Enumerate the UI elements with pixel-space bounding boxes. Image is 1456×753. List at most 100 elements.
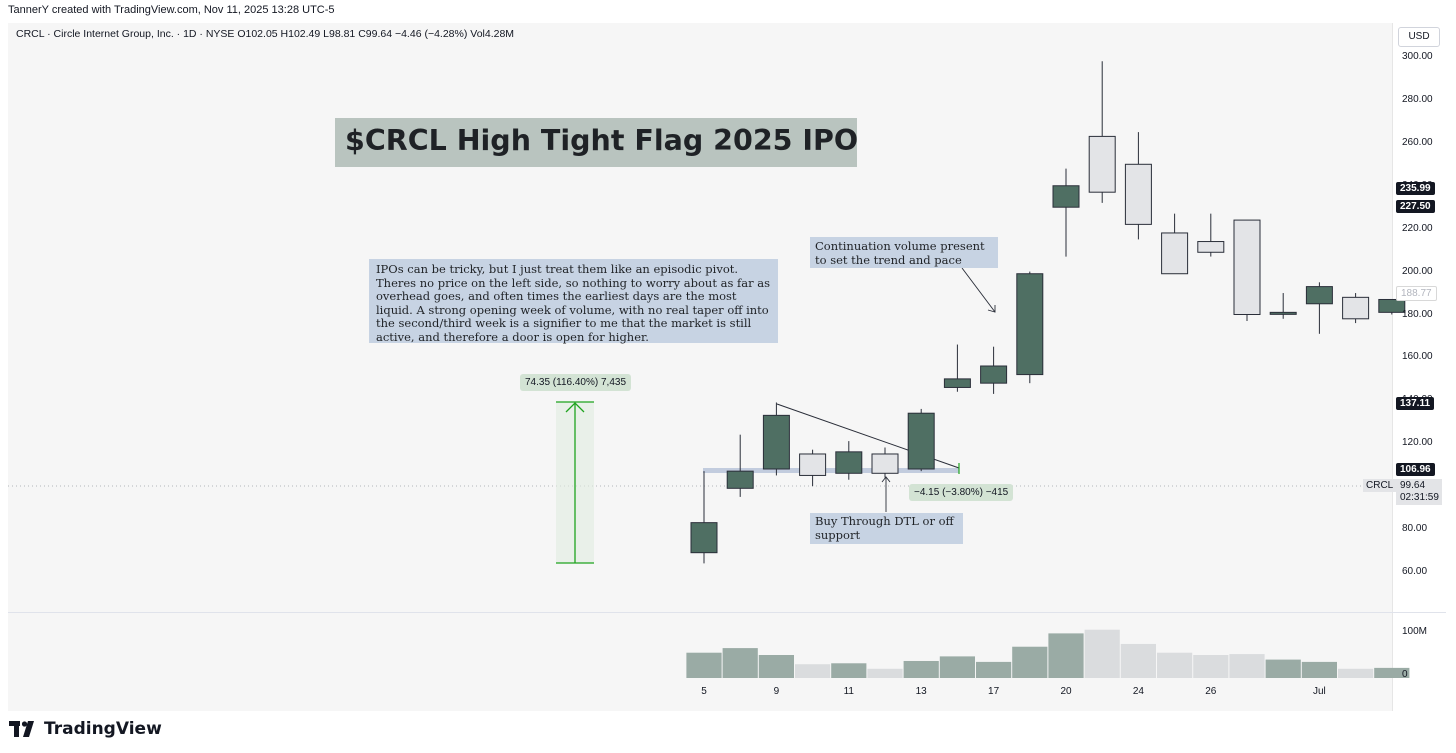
candle[interactable]	[1233, 219, 1261, 321]
candle[interactable]	[871, 447, 899, 478]
candle[interactable]	[762, 402, 790, 476]
volume-bar[interactable]	[795, 664, 831, 678]
candle-body-down	[1197, 241, 1225, 253]
candle[interactable]	[1124, 132, 1152, 240]
candle[interactable]	[799, 449, 827, 487]
candle-body-up	[943, 378, 971, 388]
volume-bar[interactable]	[939, 656, 975, 678]
date-tick-label: 13	[915, 686, 927, 697]
continuation-arrow-head	[987, 305, 996, 313]
tradingview-logo: TradingView	[9, 718, 162, 740]
continuation-arrow[interactable]	[961, 267, 996, 313]
volume-bar[interactable]	[1265, 659, 1301, 678]
volume-bar[interactable]	[1120, 643, 1156, 678]
candle-body-up	[980, 365, 1008, 384]
currency-selector[interactable]: USD	[1398, 27, 1440, 47]
volume-pane-divider[interactable]	[8, 612, 1446, 613]
volume-axis-bottom: 0	[1402, 669, 1408, 680]
date-tick-label: 5	[701, 686, 707, 697]
ipo-note-box[interactable]	[369, 259, 778, 343]
price-tick-label: 160.00	[1402, 351, 1433, 363]
volume-bar[interactable]	[722, 648, 758, 678]
candle[interactable]	[1016, 271, 1044, 384]
price-tick-label: 200.00	[1402, 265, 1433, 277]
date-tick-label: Jul	[1312, 686, 1326, 697]
volume-bar[interactable]	[976, 661, 1012, 678]
price-tick-label: 60.00	[1402, 566, 1428, 577]
price-tick-label: 300.00	[1402, 51, 1433, 62]
candle-body-up	[726, 470, 754, 489]
volume-bar[interactable]	[1048, 633, 1084, 678]
candle-body-up	[762, 414, 790, 470]
volume-bar[interactable]	[686, 652, 722, 678]
candle[interactable]	[980, 346, 1008, 394]
candle[interactable]	[1052, 168, 1080, 257]
candle[interactable]	[1088, 61, 1116, 203]
candle-body-down	[1088, 135, 1116, 193]
candle[interactable]	[1161, 213, 1189, 275]
date-tick-label: 9	[773, 686, 780, 697]
volume-bar[interactable]	[1338, 668, 1374, 678]
date-tick-label: 24	[1132, 686, 1144, 697]
price-tick-label: 180.00	[1402, 308, 1433, 320]
tradingview-logo-icon	[9, 721, 34, 737]
candle-body-down	[1124, 163, 1152, 225]
candle-body-up	[690, 522, 718, 554]
volume-bar[interactable]	[1193, 655, 1229, 678]
volume-bar[interactable]	[1157, 652, 1193, 678]
price-badge-3: 188.77	[1396, 286, 1437, 301]
candle-body-down	[1161, 232, 1189, 275]
price-tick-label: 80.00	[1402, 523, 1428, 535]
price-badge-2: 227.50	[1396, 200, 1435, 213]
volume-bar[interactable]	[1084, 629, 1120, 678]
measure-down-label[interactable]: −4.15 (−3.80%) −415	[909, 484, 1014, 501]
candle[interactable]	[1305, 282, 1333, 334]
support-zone[interactable]	[703, 468, 959, 473]
price-badge-1: 235.99	[1396, 182, 1435, 195]
symbol-legend[interactable]: CRCL · Circle Internet Group, Inc. · 1D …	[16, 28, 515, 40]
price-tick-label: 260.00	[1402, 136, 1433, 148]
price-tick-label: 220.00	[1402, 222, 1433, 234]
candle-body-up	[1305, 286, 1333, 305]
candle[interactable]	[835, 441, 863, 480]
current-price-tag: 99.64 02:31:59	[1396, 479, 1442, 505]
candle-body-up	[1378, 298, 1406, 313]
volume-bar[interactable]	[903, 660, 939, 678]
measure-up-label[interactable]: 74.35 (116.40%) 7,435	[520, 374, 632, 391]
buy-arrow-head	[881, 476, 891, 483]
candle[interactable]	[907, 408, 935, 472]
buy-note-text: Buy Through DTL or off support	[815, 514, 954, 542]
candle[interactable]	[690, 471, 718, 564]
volume-bar[interactable]	[831, 663, 867, 678]
candle-body-up	[1016, 273, 1044, 376]
price-scale[interactable]	[1392, 23, 1447, 711]
buy-note-box[interactable]	[810, 513, 963, 544]
candle[interactable]	[1197, 213, 1225, 257]
candle[interactable]	[726, 434, 754, 497]
candle[interactable]	[943, 344, 971, 392]
date-tick-label: 17	[988, 686, 1000, 697]
date-tick-label: 20	[1060, 686, 1072, 697]
volume-bar[interactable]	[1301, 661, 1337, 678]
continuation-note-text: Continuation volume present to set the t…	[815, 239, 985, 267]
current-symbol-tag: CRCL	[1363, 479, 1397, 492]
ipo-note-text: IPOs can be tricky, but I just treat the…	[376, 262, 771, 344]
price-badge-4: 137.11	[1396, 397, 1435, 410]
candle[interactable]	[1378, 298, 1406, 315]
continuation-note-box[interactable]	[810, 237, 998, 268]
volume-bar[interactable]	[867, 668, 903, 678]
candle-body-up	[907, 412, 935, 470]
volume-bar[interactable]	[1229, 654, 1265, 678]
candle[interactable]	[1342, 293, 1370, 324]
volume-bar[interactable]	[1374, 667, 1410, 678]
volume-bar[interactable]	[758, 655, 794, 678]
candle[interactable]	[1269, 293, 1297, 319]
chart-credit: TannerY created with TradingView.com, No…	[8, 4, 335, 16]
title-box[interactable]	[335, 118, 857, 167]
volume-axis-top: 100M	[1402, 626, 1428, 637]
candle-body-down	[871, 453, 899, 474]
bar-countdown: 02:31:59	[1400, 492, 1439, 503]
current-price: 99.64	[1400, 480, 1426, 491]
chart-title: $CRCL High Tight Flag 2025 IPO	[345, 124, 859, 157]
volume-bar[interactable]	[1012, 646, 1048, 678]
